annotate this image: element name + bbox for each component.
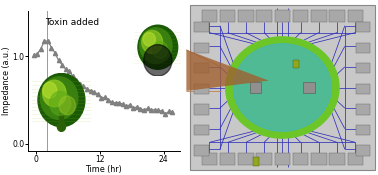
Circle shape xyxy=(38,74,85,127)
FancyBboxPatch shape xyxy=(356,63,370,74)
FancyBboxPatch shape xyxy=(348,10,363,22)
Circle shape xyxy=(153,41,168,58)
Circle shape xyxy=(57,122,65,131)
Circle shape xyxy=(143,33,155,46)
FancyBboxPatch shape xyxy=(194,104,209,115)
Y-axis label: Impedance (a.u.): Impedance (a.u.) xyxy=(2,46,11,115)
FancyBboxPatch shape xyxy=(194,43,209,53)
FancyBboxPatch shape xyxy=(256,153,272,165)
FancyBboxPatch shape xyxy=(275,153,290,165)
Polygon shape xyxy=(186,50,269,91)
Circle shape xyxy=(43,82,57,98)
X-axis label: Time (hr): Time (hr) xyxy=(85,165,122,174)
FancyBboxPatch shape xyxy=(202,153,217,165)
FancyBboxPatch shape xyxy=(293,10,308,22)
FancyBboxPatch shape xyxy=(194,125,209,135)
FancyBboxPatch shape xyxy=(356,145,370,156)
Circle shape xyxy=(226,37,339,138)
FancyBboxPatch shape xyxy=(311,153,327,165)
FancyBboxPatch shape xyxy=(329,153,345,165)
FancyBboxPatch shape xyxy=(256,10,272,22)
FancyBboxPatch shape xyxy=(303,82,315,93)
FancyBboxPatch shape xyxy=(238,10,254,22)
FancyBboxPatch shape xyxy=(356,22,370,32)
FancyBboxPatch shape xyxy=(202,10,217,22)
FancyBboxPatch shape xyxy=(220,153,235,165)
FancyBboxPatch shape xyxy=(190,5,375,170)
FancyBboxPatch shape xyxy=(238,153,254,165)
FancyBboxPatch shape xyxy=(348,153,363,165)
FancyBboxPatch shape xyxy=(220,10,235,22)
Circle shape xyxy=(233,44,332,131)
Circle shape xyxy=(140,28,172,64)
Bar xyxy=(59,113,63,127)
FancyBboxPatch shape xyxy=(311,10,327,22)
FancyBboxPatch shape xyxy=(253,157,259,166)
FancyBboxPatch shape xyxy=(293,60,299,68)
FancyBboxPatch shape xyxy=(194,22,209,32)
FancyBboxPatch shape xyxy=(275,10,290,22)
FancyBboxPatch shape xyxy=(194,84,209,94)
Circle shape xyxy=(40,77,78,119)
Circle shape xyxy=(144,45,172,76)
FancyBboxPatch shape xyxy=(194,63,209,74)
FancyBboxPatch shape xyxy=(194,145,209,156)
Circle shape xyxy=(43,80,66,107)
Circle shape xyxy=(59,96,76,115)
FancyBboxPatch shape xyxy=(356,84,370,94)
FancyBboxPatch shape xyxy=(356,43,370,53)
FancyBboxPatch shape xyxy=(356,104,370,115)
Circle shape xyxy=(50,92,71,115)
FancyBboxPatch shape xyxy=(293,153,308,165)
FancyBboxPatch shape xyxy=(249,82,262,93)
FancyBboxPatch shape xyxy=(329,10,345,22)
FancyBboxPatch shape xyxy=(356,125,370,135)
Circle shape xyxy=(142,30,163,54)
Text: Toxin added: Toxin added xyxy=(45,18,99,27)
Circle shape xyxy=(138,25,178,69)
